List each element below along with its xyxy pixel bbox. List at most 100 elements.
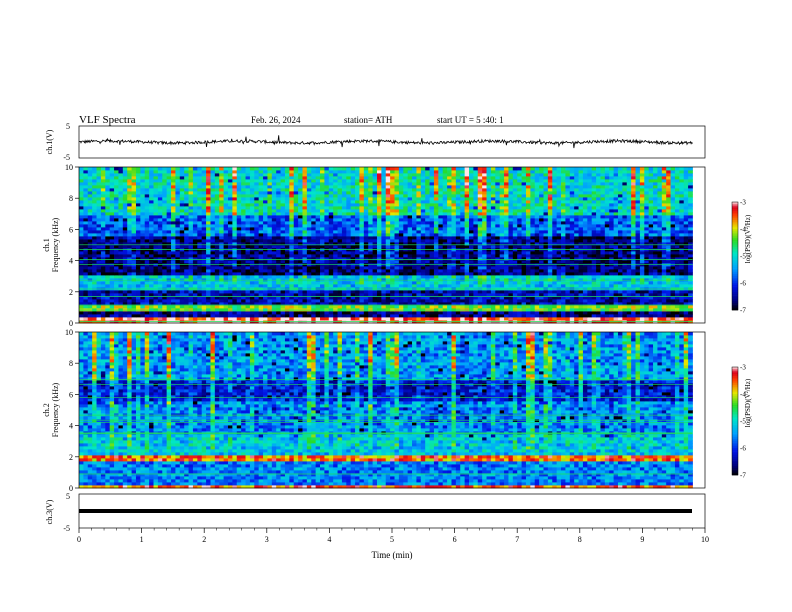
spectrogram-cell bbox=[324, 221, 330, 225]
spectrogram-cell bbox=[683, 260, 689, 264]
spectrogram-cell bbox=[596, 266, 601, 270]
spectrogram-cell bbox=[530, 317, 536, 321]
spectrogram-cell bbox=[140, 260, 146, 264]
spectrogram-cell bbox=[96, 239, 102, 243]
spectrogram-cell bbox=[320, 224, 325, 228]
spectrogram-cell bbox=[416, 275, 422, 279]
spectrogram-cell bbox=[245, 266, 251, 270]
spectrogram-cell bbox=[184, 257, 189, 261]
spectrogram-cell bbox=[271, 305, 277, 309]
spectrogram-cell bbox=[600, 266, 606, 270]
spectrogram-cell bbox=[464, 227, 470, 231]
spectrogram-cell bbox=[96, 242, 102, 246]
spectrogram-cell bbox=[83, 221, 89, 225]
spectrogram-cell bbox=[495, 275, 501, 279]
spectrogram-cell bbox=[114, 215, 119, 219]
spectrogram-cell bbox=[219, 266, 224, 270]
spectrogram-cell bbox=[569, 242, 575, 246]
spectrogram-cell bbox=[438, 251, 444, 255]
spectrogram-cell bbox=[341, 293, 347, 297]
spectrogram-cell bbox=[508, 269, 514, 273]
spectrogram-cell bbox=[263, 308, 268, 312]
spectrogram-cell bbox=[394, 242, 400, 246]
spectrogram-cell bbox=[298, 305, 303, 309]
spectrogram-cell bbox=[162, 230, 168, 234]
spectrogram-cell bbox=[666, 278, 671, 282]
spectrogram-cell bbox=[657, 308, 663, 312]
spectrogram-cell bbox=[201, 269, 207, 273]
spectrogram-cell bbox=[280, 257, 286, 261]
spectrogram-cell bbox=[276, 254, 281, 258]
spectrogram-cell bbox=[525, 284, 531, 288]
spectrogram-cell bbox=[210, 266, 216, 270]
spectrogram-cell bbox=[311, 215, 317, 219]
spectrogram-cell bbox=[376, 260, 382, 264]
spectrogram-cell bbox=[302, 266, 308, 270]
spectrogram-cell bbox=[241, 230, 246, 234]
spectrogram-cell bbox=[105, 293, 111, 297]
spectrogram-cell bbox=[617, 221, 623, 225]
spectrogram-cell bbox=[521, 281, 527, 285]
spectrogram-cell bbox=[127, 251, 132, 255]
spectrogram-cell bbox=[293, 218, 299, 222]
spectrogram-cell bbox=[674, 272, 680, 276]
spectrogram-cell bbox=[596, 257, 601, 261]
spectrogram-cell bbox=[206, 251, 211, 255]
spectrogram-cell bbox=[298, 233, 303, 237]
spectrogram-cell bbox=[284, 218, 290, 222]
spectrogram-cell bbox=[214, 302, 220, 306]
spectrogram-cell bbox=[508, 311, 514, 315]
spectrogram-cell bbox=[232, 224, 238, 228]
spectrogram-cell bbox=[341, 251, 347, 255]
spectrogram-cell bbox=[302, 305, 308, 309]
spectrogram-cell bbox=[192, 245, 198, 249]
spectrogram-cell bbox=[420, 221, 426, 225]
spectrogram-cell bbox=[398, 221, 404, 225]
spectrogram-cell bbox=[135, 266, 141, 270]
spectrogram-cell bbox=[171, 275, 176, 279]
spectrogram-cell bbox=[433, 293, 439, 297]
spectrogram-cell bbox=[324, 278, 330, 282]
spectrogram-cell bbox=[626, 305, 632, 309]
spectrogram-cell bbox=[639, 224, 645, 228]
spectrogram-cell bbox=[223, 230, 229, 234]
spectrogram-cell bbox=[87, 281, 93, 285]
spectrogram-cell bbox=[639, 311, 645, 315]
spectrogram-cell bbox=[333, 308, 338, 312]
spectrogram-cell bbox=[473, 260, 479, 264]
spectrogram-cell bbox=[425, 242, 430, 246]
spectrogram-cell bbox=[144, 302, 150, 306]
spectrogram-cell bbox=[333, 314, 338, 318]
spectrogram-cell bbox=[490, 302, 496, 306]
spectrogram-cell bbox=[223, 281, 229, 285]
spectrogram-cell bbox=[79, 221, 84, 225]
spectrogram-cell bbox=[306, 272, 312, 276]
spectrogram-cell bbox=[578, 230, 584, 234]
spectrogram-cell bbox=[530, 242, 536, 246]
spectrogram-cell bbox=[521, 242, 527, 246]
spectrogram-cell bbox=[105, 284, 111, 288]
spectrogram-cell bbox=[508, 236, 514, 240]
spectrogram-cell bbox=[635, 251, 641, 255]
spectrogram-cell bbox=[276, 308, 281, 312]
spectrogram-cell bbox=[197, 317, 203, 321]
spectrogram-cell bbox=[574, 257, 579, 261]
spectrogram-cell bbox=[626, 269, 632, 273]
spectrogram-cell bbox=[447, 260, 452, 264]
spectrogram-cell bbox=[604, 218, 610, 222]
spectrogram-cell bbox=[587, 281, 593, 285]
spectrogram-cell bbox=[403, 233, 409, 237]
spectrogram-cell bbox=[227, 308, 233, 312]
spectrogram-cell bbox=[661, 302, 667, 306]
spectrogram-cell bbox=[403, 218, 409, 222]
spectrogram-cell bbox=[289, 218, 295, 222]
spectrogram-cell bbox=[153, 308, 159, 312]
spectrogram-cell bbox=[674, 239, 680, 243]
spectrogram-cell bbox=[271, 251, 277, 255]
spectrogram-cell bbox=[574, 317, 579, 321]
spectrogram-cell bbox=[460, 245, 466, 249]
spectrogram-cell bbox=[617, 302, 623, 306]
spectrogram-cell bbox=[184, 221, 189, 225]
spectrogram-cell bbox=[381, 233, 387, 237]
spectrogram-cell bbox=[315, 311, 321, 315]
